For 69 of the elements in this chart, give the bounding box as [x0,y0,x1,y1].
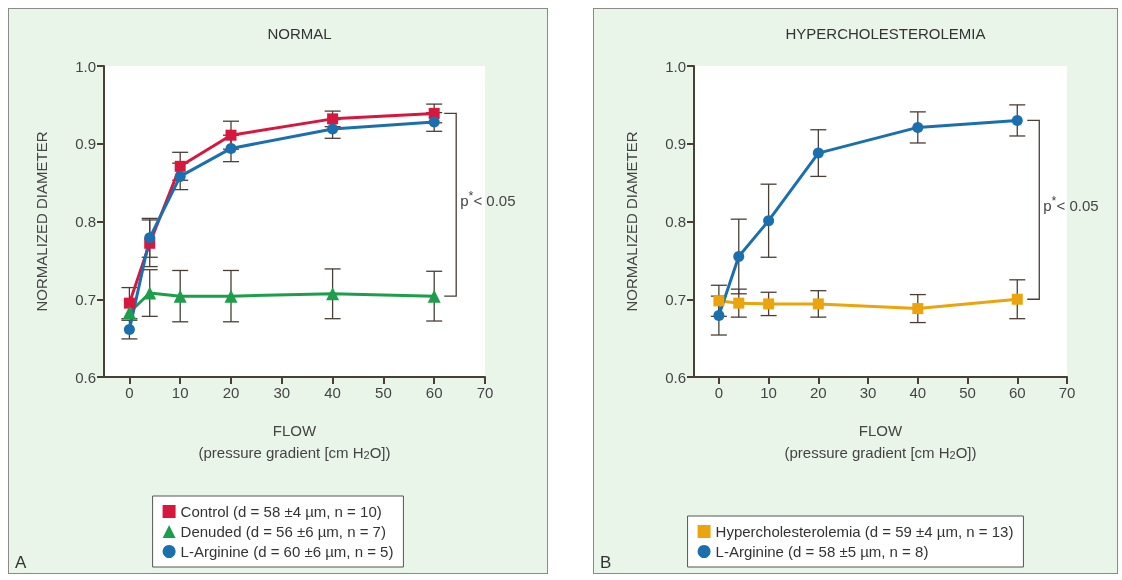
point [144,232,156,244]
x-axis-title: FLOW (pressure gradient [cm H2O]) [198,421,391,461]
point [912,121,924,133]
legend-label: L-Arginine (d = 60 ±6 µm, n = 5) [180,543,394,560]
point [224,289,238,303]
point [733,250,745,262]
point [143,286,157,300]
point [327,113,339,125]
point [225,142,237,154]
x-tick-label: 60 [1008,384,1026,401]
y-tick-label: 0.7 [665,290,686,308]
x-tick-label: 10 [760,384,777,401]
point [225,129,237,141]
point [713,310,725,322]
x-tick-label: 0 [125,384,134,401]
legend-label: Control (d = 58 ±4 µm, n = 10) [180,503,382,520]
point [123,324,135,336]
point [763,215,775,227]
x-tick-label: 0 [714,384,724,401]
point [174,160,186,172]
text: B [600,553,612,573]
y-tick-label: 1.0 [75,57,96,75]
y-tick-label: 0.9 [665,135,686,153]
point [122,305,136,319]
x-tick-label: 20 [809,384,827,401]
y-tick-label: 0.8 [665,213,686,230]
point [123,297,135,309]
point [812,147,824,159]
y-axis-title: NORMALIZED DIAMETER [623,131,640,312]
point [713,295,725,307]
x-tick-label: 50 [375,384,392,401]
point [1011,114,1023,126]
x-tick-label: 10 [171,384,189,401]
y-tick-label: 0.8 [75,213,96,230]
y-tick-label: 0.7 [75,290,96,308]
x-tick-label: 40 [909,384,927,401]
x-tick-label: 40 [324,384,341,401]
x-tick-label: 30 [859,384,877,401]
point [173,289,187,303]
text: A [15,553,27,573]
point [327,123,339,135]
legend-label: L-Arginine (d = 58 ±5 µm, n = 8) [715,543,929,560]
point [812,298,824,310]
x-tick-label: 50 [959,384,976,401]
x-tick-label: 70 [1058,384,1076,401]
legend-label: Hypercholesterolemia (d = 59 ±4 µm, n = 13) [715,523,1014,540]
x-tick-label: 60 [425,384,443,401]
point [326,287,340,301]
legend-label: Denuded (d = 56 ±6 µm, n = 7) [180,523,386,540]
annotation: p$^{*}$< 0.05 [1043,193,1099,214]
point [428,116,440,128]
point [733,297,745,309]
point [912,303,924,315]
point [427,289,441,303]
y-tick-label: 0.6 [665,368,686,386]
point [174,170,186,182]
x-tick-label: 20 [222,384,240,401]
y-tick-label: 0.9 [75,135,96,153]
y-tick-label: 1.0 [665,57,686,75]
y-tick-label: 0.6 [75,368,96,386]
point [763,298,775,310]
x-axis-title: FLOW (pressure gradient [cm H2O]) [784,421,977,461]
point [1011,293,1023,305]
y-axis-title: NORMALIZED DIAMETER [33,131,50,312]
chart-title: NORMAL [267,25,332,42]
chart-title: HYPERCHOLESTEROLEMIA [785,25,986,42]
x-tick-label: 70 [476,384,494,401]
annotation: p$^{*}$< 0.05 [460,188,516,209]
x-tick-label: 30 [273,384,291,401]
